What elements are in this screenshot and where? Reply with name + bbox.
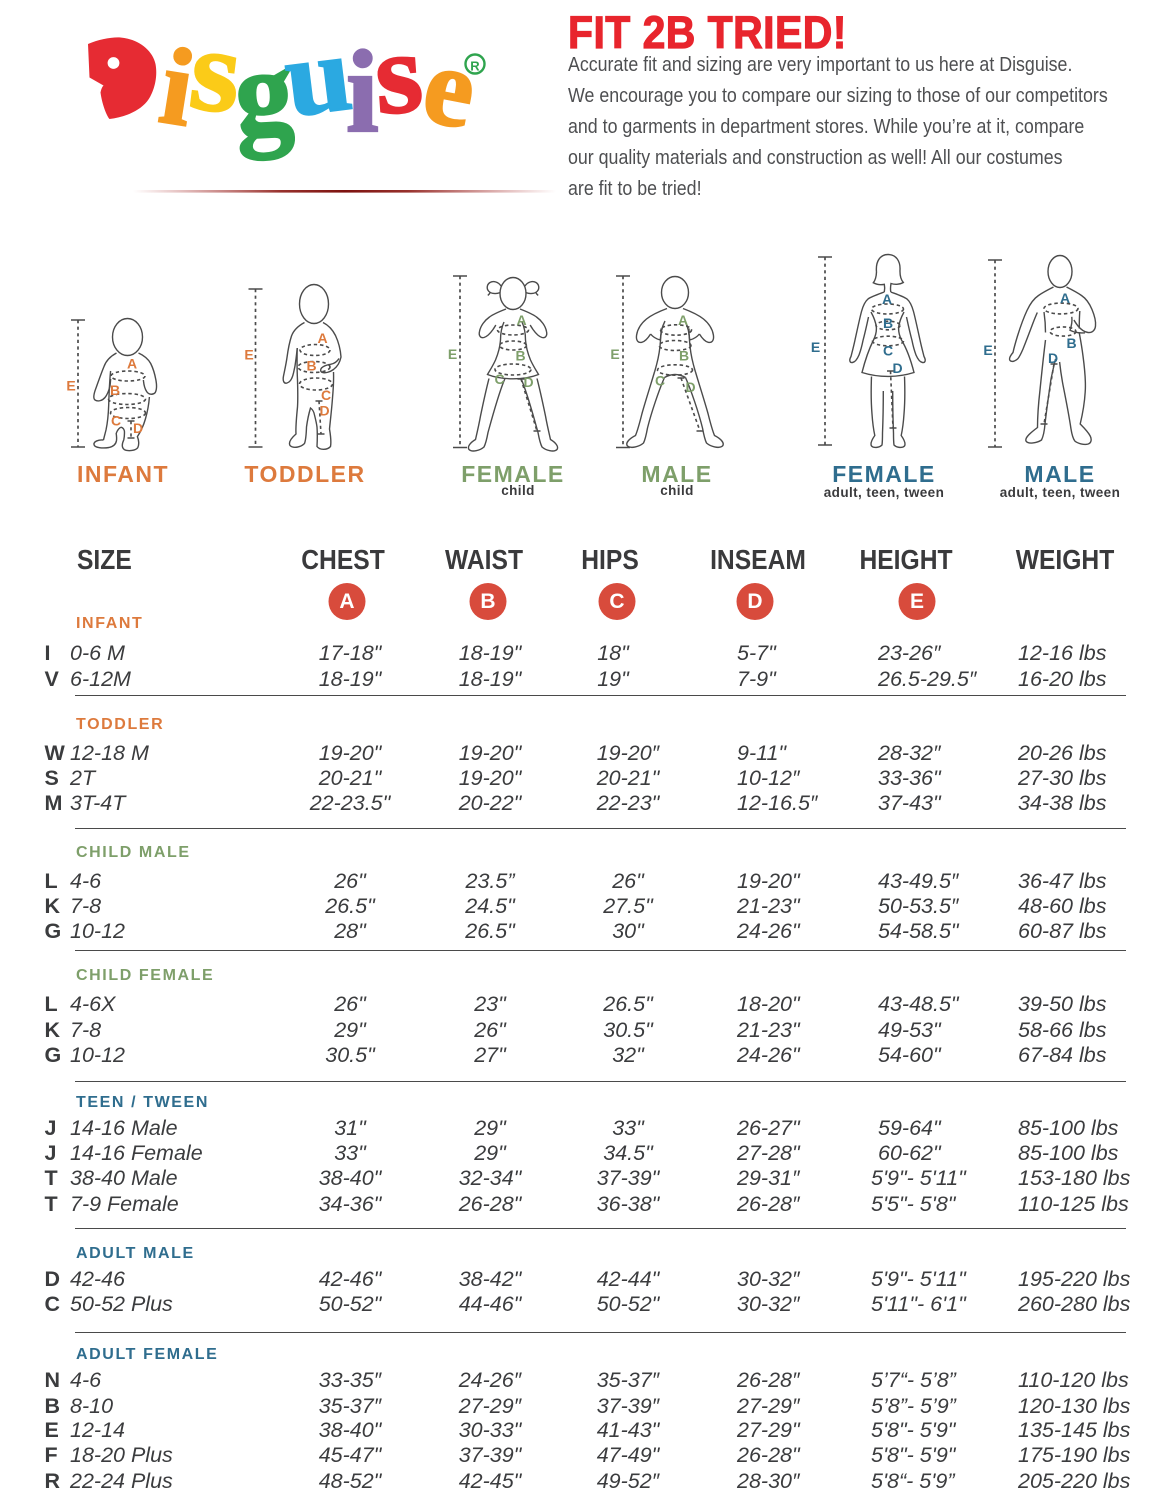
- svg-text:g: g: [231, 24, 296, 162]
- svg-text:E: E: [983, 342, 992, 358]
- svg-text:C: C: [655, 373, 665, 389]
- svg-text:D: D: [133, 420, 143, 436]
- svg-text:u: u: [279, 14, 358, 140]
- svg-text:E: E: [66, 378, 75, 394]
- svg-text:D: D: [685, 379, 695, 395]
- svg-text:E: E: [244, 347, 253, 363]
- svg-text:A: A: [317, 330, 327, 346]
- svg-text:i: i: [346, 26, 379, 157]
- svg-text:C: C: [321, 387, 331, 403]
- svg-text:E: E: [811, 339, 820, 355]
- svg-text:D: D: [319, 403, 329, 419]
- svg-text:R: R: [470, 59, 480, 74]
- svg-text:C: C: [883, 343, 893, 359]
- svg-text:E: E: [610, 346, 619, 362]
- svg-text:B: B: [515, 348, 525, 364]
- svg-text:C: C: [494, 371, 504, 387]
- svg-text:B: B: [883, 315, 893, 331]
- svg-text:s: s: [371, 8, 427, 138]
- svg-text:B: B: [679, 348, 689, 364]
- svg-text:A: A: [678, 312, 688, 328]
- svg-text:A: A: [882, 291, 892, 307]
- svg-text:B: B: [306, 358, 316, 374]
- svg-text:C: C: [111, 413, 121, 429]
- svg-text:D: D: [892, 360, 902, 376]
- svg-text:A: A: [1060, 290, 1070, 306]
- svg-text:B: B: [110, 382, 120, 398]
- svg-text:A: A: [127, 356, 137, 372]
- svg-text:B: B: [1066, 335, 1076, 351]
- svg-text:e: e: [414, 22, 486, 153]
- svg-text:D: D: [1048, 350, 1058, 366]
- svg-text:D: D: [523, 374, 533, 390]
- svg-text:E: E: [448, 346, 457, 362]
- svg-text:A: A: [516, 312, 526, 328]
